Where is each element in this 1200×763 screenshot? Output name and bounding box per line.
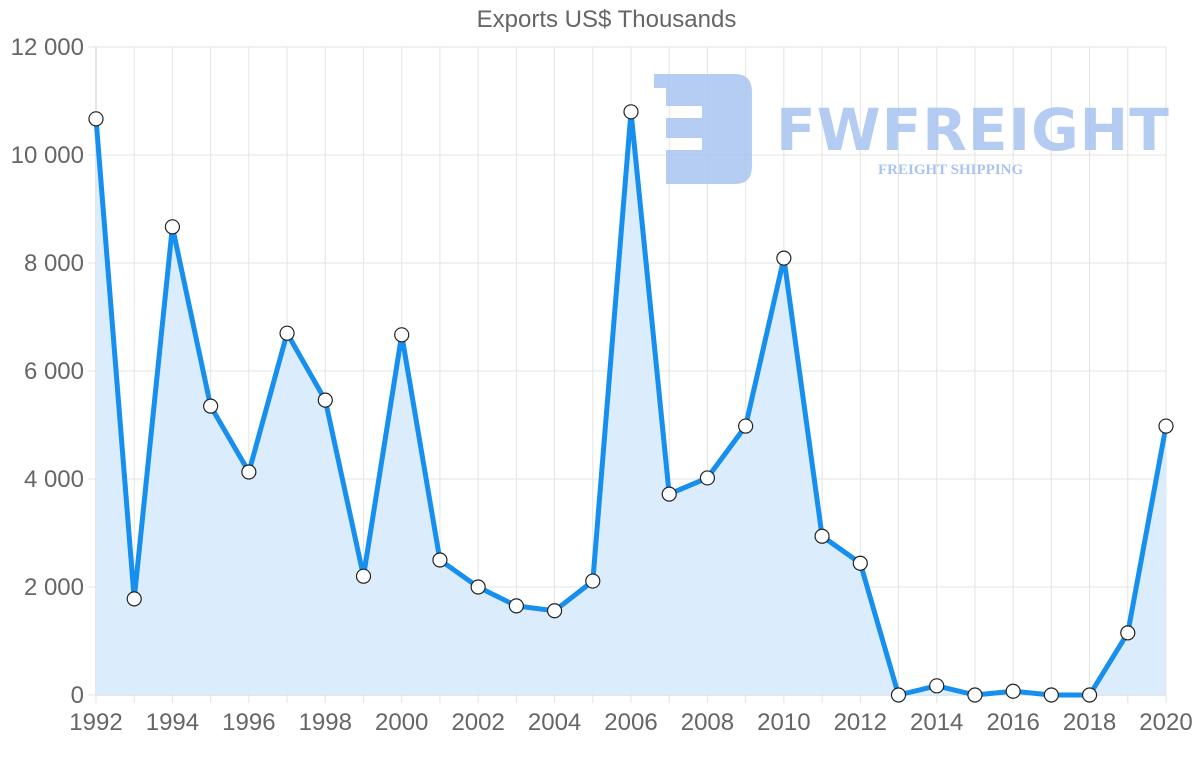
x-axis: 1992 1994 1996 1998 2000 2002 2004 2006 2008 2010… <box>69 709 1192 736</box>
data-point-marker <box>317 392 333 408</box>
fw-logo-icon <box>654 74 752 184</box>
y-tick-label: 6 000 <box>24 358 84 385</box>
data-point-marker <box>585 573 601 589</box>
x-tick-label: 2006 <box>604 709 657 736</box>
x-tick-label: 2012 <box>834 709 887 736</box>
x-tick-label: 2000 <box>375 709 428 736</box>
data-point-marker <box>1005 683 1021 699</box>
y-tick-label: 8 000 <box>24 250 84 277</box>
y-axis: 0 2 000 4 000 6 000 8 000 10 000 12 000 <box>11 34 84 709</box>
x-tick-label: 2004 <box>528 709 581 736</box>
data-point-marker <box>508 598 524 614</box>
data-point-marker <box>470 579 486 595</box>
y-tick-label: 10 000 <box>11 142 84 169</box>
data-point-marker <box>203 398 219 414</box>
y-tick-label: 12 000 <box>11 34 84 61</box>
x-tick-label: 2014 <box>910 709 963 736</box>
data-point-marker <box>546 603 563 619</box>
data-point-marker <box>890 687 907 703</box>
y-tick-label: 4 000 <box>24 466 84 493</box>
x-tick-label: 1992 <box>69 709 122 736</box>
x-tick-label: 2016 <box>986 709 1039 736</box>
data-point-marker <box>241 464 257 480</box>
data-point-marker <box>814 528 830 544</box>
data-point-marker <box>967 687 983 703</box>
x-tick-label: 2002 <box>451 709 504 736</box>
data-point-marker <box>623 104 639 120</box>
y-tick-label: 0 <box>71 682 84 709</box>
x-tick-label: 2018 <box>1063 709 1116 736</box>
x-tick-label: 2020 <box>1139 709 1192 736</box>
data-point-marker <box>88 111 104 127</box>
data-point-marker <box>738 418 754 434</box>
data-points <box>88 104 1174 703</box>
data-point-marker <box>1120 625 1136 641</box>
x-tick-label: 1994 <box>146 709 199 736</box>
watermark-tagline: FREIGHT SHIPPING <box>878 162 1023 178</box>
x-tick-label: 2008 <box>681 709 734 736</box>
watermark-logo: FWFREIGHT FREIGHT SHIPPING <box>654 74 1170 184</box>
y-tick-label: 2 000 <box>24 574 84 601</box>
x-tick-label: 1996 <box>222 709 275 736</box>
data-point-marker <box>164 219 181 235</box>
data-point-marker <box>661 486 677 502</box>
x-tick-label: 2010 <box>757 709 810 736</box>
data-point-marker <box>279 325 295 341</box>
data-point-marker <box>1043 687 1059 703</box>
data-point-marker <box>355 568 372 584</box>
data-point-marker <box>699 470 716 486</box>
chart-title: Exports US$ Thousands <box>476 6 737 33</box>
data-point-marker <box>126 591 142 607</box>
area-fill <box>96 111 1166 696</box>
data-point-marker <box>394 327 410 343</box>
data-point-marker <box>432 552 448 568</box>
data-point-marker <box>929 678 945 694</box>
data-point-marker <box>1081 687 1098 703</box>
data-point-marker <box>776 250 792 266</box>
watermark-brand: FWFREIGHT <box>776 96 1170 164</box>
data-point-marker <box>852 555 868 571</box>
x-tick-label: 1998 <box>299 709 352 736</box>
data-point-marker <box>1158 418 1174 434</box>
